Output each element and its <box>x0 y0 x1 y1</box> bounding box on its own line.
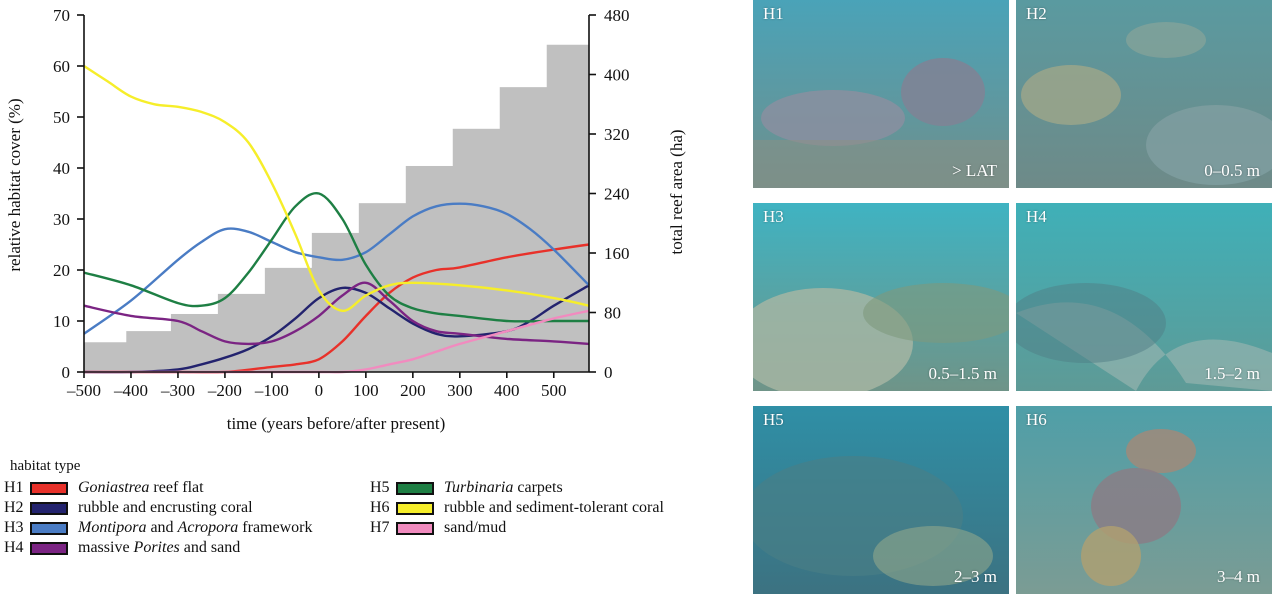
y-tick-label: 0 <box>62 363 71 382</box>
photo-image <box>753 0 1009 188</box>
x-tick-label: –100 <box>254 381 289 400</box>
legend-swatch <box>30 501 68 515</box>
photo-code-label: H6 <box>1026 410 1047 429</box>
legend-swatch <box>30 541 68 555</box>
legend-item-h7: H7 sand/mud <box>370 518 506 538</box>
x-tick-label: 300 <box>447 381 473 400</box>
reef-area-bar-3 <box>170 313 219 372</box>
series-line-h6 <box>83 64 590 312</box>
y-tick-label: 20 <box>53 261 70 280</box>
photo-code-label: H2 <box>1026 4 1047 23</box>
chart-axes: 0 10 20 30 40 50 60 70 0 80 160 240 320 400 480 –500 –40… <box>53 6 630 400</box>
photo-h1: H1 > LAT <box>753 0 1009 188</box>
photo-depth-label: 3–4 m <box>1217 567 1260 586</box>
reef-area-bars <box>84 44 590 373</box>
reef-area-bar-2 <box>126 331 172 372</box>
x-tick-label: –400 <box>113 381 148 400</box>
y2-tick-label: 320 <box>604 125 630 144</box>
legend-label: rubble and sediment-tolerant coral <box>444 499 664 516</box>
photo-h6: H6 3–4 m <box>1016 406 1272 594</box>
legend-code: H2 <box>4 499 24 516</box>
x-tick-label: 400 <box>494 381 520 400</box>
photo-image <box>1016 406 1272 594</box>
y2-tick-label: 240 <box>604 185 630 204</box>
y2-tick-label: 0 <box>604 363 613 382</box>
legend-label: sand/mud <box>444 519 507 536</box>
legend-item-h4: H4 massive Porites and sand <box>4 538 240 558</box>
photo-code-label: H1 <box>763 4 784 23</box>
reef-area-bar-5 <box>264 267 313 372</box>
x-tick-label: 500 <box>541 381 567 400</box>
x-tick-label: 0 <box>315 381 324 400</box>
legend-item-h3: H3 Montipora and Acropora framework <box>4 518 312 538</box>
legend-label: Goniastrea reef flat <box>78 479 204 496</box>
photo-code-label: H3 <box>763 207 784 226</box>
legend-label: Turbinaria carpets <box>444 479 563 496</box>
reef-area-bar-4 <box>217 293 266 372</box>
legend-code: H3 <box>4 519 24 536</box>
legend-swatch <box>30 521 68 535</box>
x-tick-label: –200 <box>207 381 242 400</box>
photo-image <box>753 203 1009 391</box>
x-tick-label: –300 <box>160 381 195 400</box>
photo-depth-label: > LAT <box>952 161 997 180</box>
reef-area-bar-11 <box>546 44 590 372</box>
photo-h4: H4 1.5–2 m <box>1016 203 1272 391</box>
photo-depth-label: 0.5–1.5 m <box>928 364 997 383</box>
photo-image <box>1016 203 1272 391</box>
y2-tick-label: 480 <box>604 6 630 25</box>
legend-item-h1: H1 Goniastrea reef flat <box>4 478 204 498</box>
legend-code: H5 <box>370 479 390 496</box>
legend-title: habitat type <box>10 458 81 474</box>
y-tick-label: 50 <box>53 108 70 127</box>
legend-label: massive Porites and sand <box>78 539 241 556</box>
photo-h2: H2 0–0.5 m <box>1016 0 1272 188</box>
photo-panel: H1 > LAT H2 0–0.5 m H3 0.5–1.5 m H4 1.5–2 m H5 2–… <box>753 0 1272 596</box>
legend-swatch <box>396 501 434 515</box>
photo-code-label: H5 <box>763 410 784 429</box>
y-tick-label: 70 <box>53 6 70 25</box>
legend-label: Montipora and Acropora framework <box>78 519 313 536</box>
x-tick-label: –500 <box>66 381 101 400</box>
reef-area-bar-9 <box>452 128 501 372</box>
legend-label: rubble and encrusting coral <box>78 499 253 516</box>
y-tick-label: 10 <box>53 312 70 331</box>
photo-h3: H3 0.5–1.5 m <box>753 203 1009 391</box>
series-line-h3 <box>83 202 590 335</box>
legend-item-h5: H5 Turbinaria carpets <box>370 478 563 498</box>
legend: habitat type H1 Goniastrea reef flat H2 rub… <box>4 456 744 591</box>
legend-item-h2: H2 rubble and encrusting coral <box>4 498 253 518</box>
x-tick-label: 200 <box>400 381 426 400</box>
photo-depth-label: 0–0.5 m <box>1204 161 1260 180</box>
y2-axis-label: total reef area (ha) <box>667 129 686 254</box>
habitat-chart: 0 10 20 30 40 50 60 70 0 80 160 240 320 400 480 –500 –40… <box>5 6 686 433</box>
y-tick-label: 60 <box>53 57 70 76</box>
reef-area-bar-1 <box>84 342 127 372</box>
reef-area-bar-10 <box>499 87 548 373</box>
series-line-h5 <box>83 191 589 323</box>
photo-image <box>753 406 1009 594</box>
legend-swatch <box>396 521 434 535</box>
y-axis-label: relative habitat cover (%) <box>5 98 24 271</box>
legend-item-h6: H6 rubble and sediment-tolerant coral <box>370 498 664 518</box>
y-tick-label: 40 <box>53 159 70 178</box>
photo-code-label: H4 <box>1026 207 1047 226</box>
photo-h5: H5 2–3 m <box>753 406 1009 594</box>
x-axis-label: time (years before/after present) <box>227 414 446 433</box>
photo-image <box>1016 0 1272 188</box>
y2-tick-label: 400 <box>604 66 630 85</box>
legend-code: H6 <box>370 499 390 516</box>
y-tick-label: 30 <box>53 210 70 229</box>
legend-code: H7 <box>370 519 390 536</box>
photo-depth-label: 1.5–2 m <box>1204 364 1260 383</box>
x-tick-label: 100 <box>353 381 379 400</box>
legend-code: H1 <box>4 479 24 496</box>
y2-tick-label: 80 <box>604 304 621 323</box>
y2-tick-label: 160 <box>604 244 630 263</box>
legend-swatch <box>30 481 68 495</box>
legend-code: H4 <box>4 539 24 556</box>
photo-depth-label: 2–3 m <box>954 567 997 586</box>
legend-swatch <box>396 481 434 495</box>
